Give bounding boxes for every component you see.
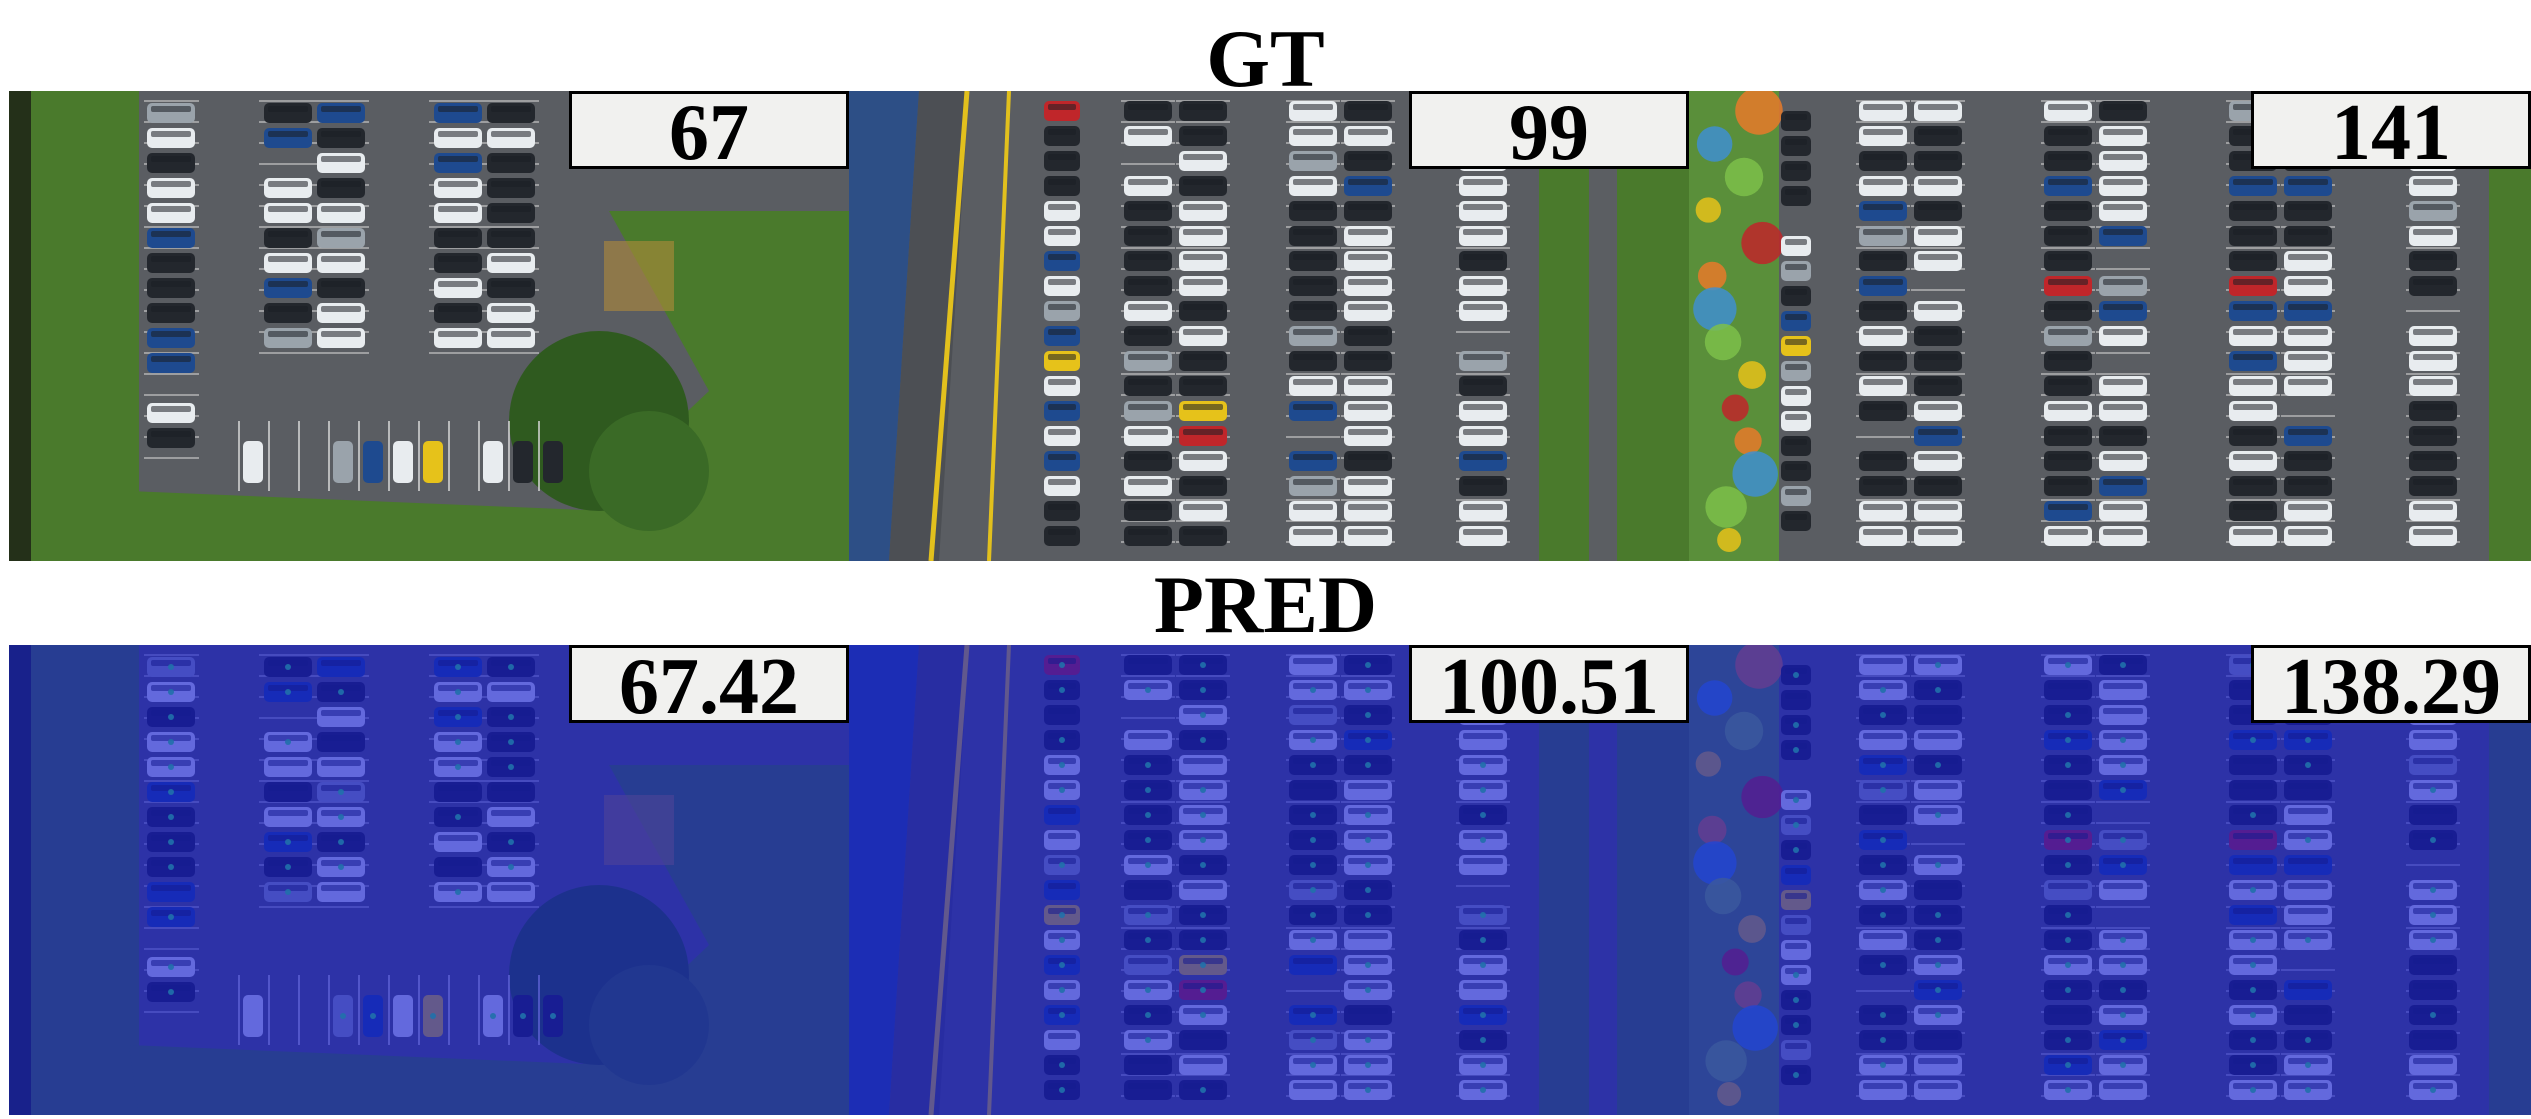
- gt-count-badge: 67: [569, 91, 849, 173]
- density-map-overlay: [849, 645, 1689, 1115]
- density-map-overlay: [1689, 645, 2531, 1115]
- gt-panel-2: 99: [849, 91, 1689, 561]
- density-map-overlay: [9, 645, 849, 1115]
- pred-row-title: PRED: [1153, 559, 1378, 650]
- gt-panel-1: 67: [9, 91, 849, 561]
- parking-lot-aerial-photo: [1689, 91, 2531, 561]
- pred-count-badge: 100.51: [1409, 645, 1689, 727]
- parked-car: [333, 441, 353, 483]
- pred-count-badge: 138.29: [2251, 645, 2531, 727]
- parked-car: [393, 441, 413, 483]
- pred-panel-3: 138.29: [1689, 645, 2531, 1115]
- parking-lot-aerial-photo: [849, 91, 1689, 561]
- parked-car: [543, 441, 563, 483]
- pred-count-badge: 67.42: [569, 645, 849, 727]
- pred-panel-2: 100.51: [849, 645, 1689, 1115]
- parked-car: [363, 441, 383, 483]
- gt-panel-3: 141: [1689, 91, 2531, 561]
- parked-car: [423, 441, 443, 483]
- gt-count-badge: 141: [2251, 91, 2531, 173]
- pred-panel-1: 67.42: [9, 645, 849, 1115]
- parked-car: [513, 441, 533, 483]
- parked-car: [243, 441, 263, 483]
- parking-lot-aerial-photo: [9, 91, 849, 561]
- gt-row-title: GT: [1206, 13, 1325, 104]
- gt-count-badge: 99: [1409, 91, 1689, 173]
- parked-car: [483, 441, 503, 483]
- pred-image-strip: 67.42 100.51 138.29: [9, 645, 2531, 1115]
- gt-image-strip: 67 99 141: [9, 91, 2531, 561]
